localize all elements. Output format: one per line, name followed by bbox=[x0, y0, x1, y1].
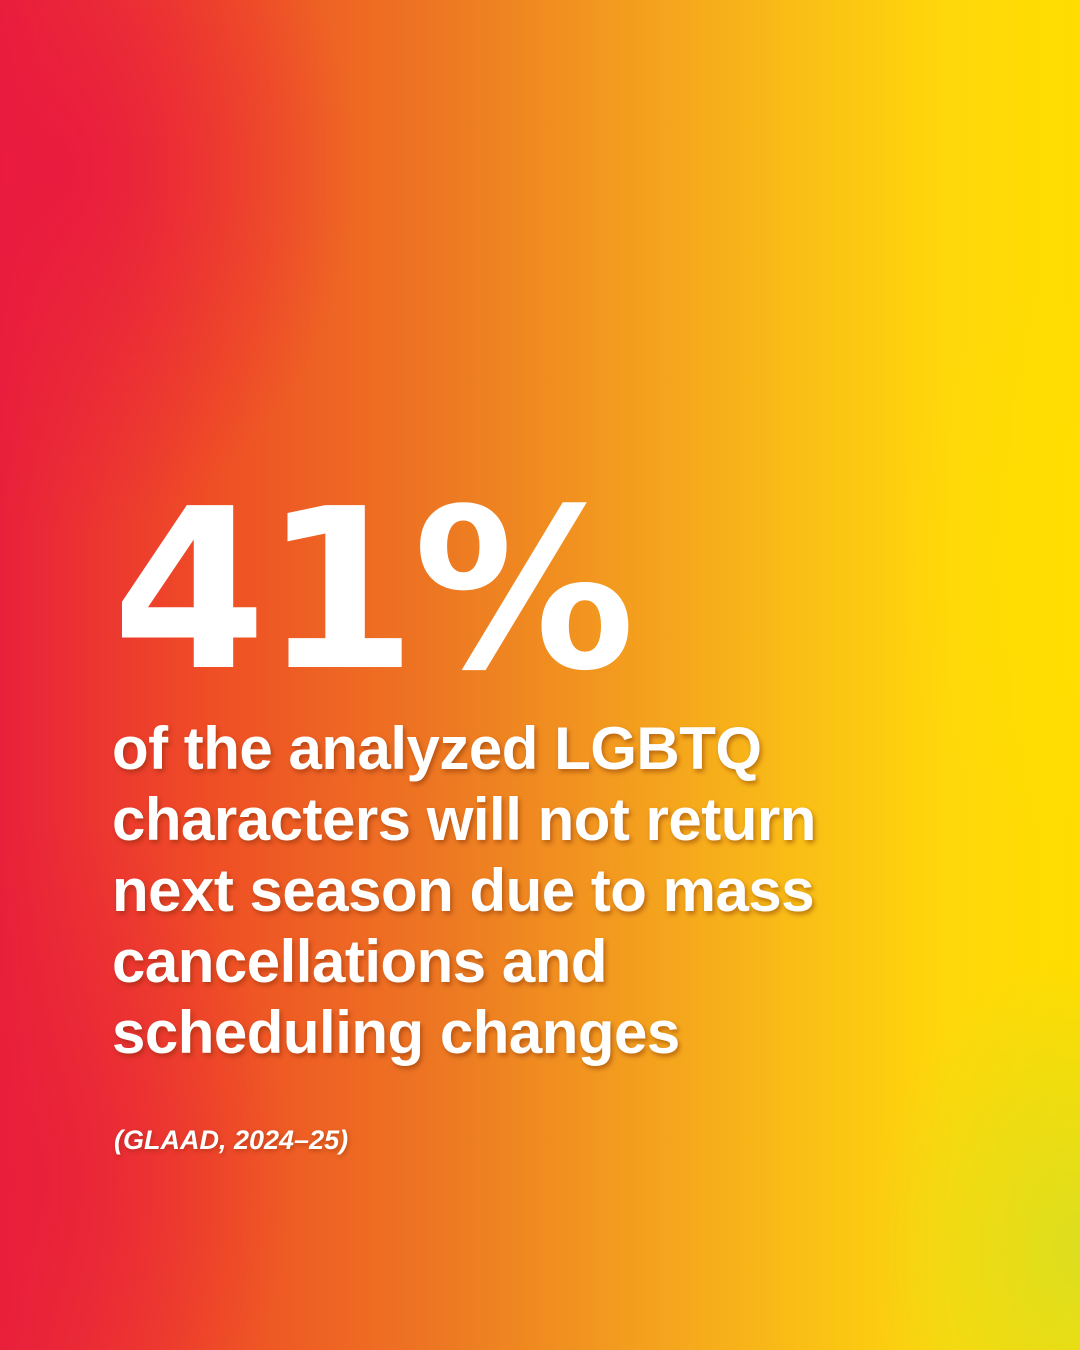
stat-value: 41% bbox=[112, 462, 635, 720]
stat-content: 41% of the analyzed LGBTQ characters wil… bbox=[112, 480, 972, 1156]
stat-description: of the analyzed LGBTQ characters will no… bbox=[112, 715, 816, 1066]
stat-source: (GLAAD, 2024–25) bbox=[114, 1125, 349, 1155]
